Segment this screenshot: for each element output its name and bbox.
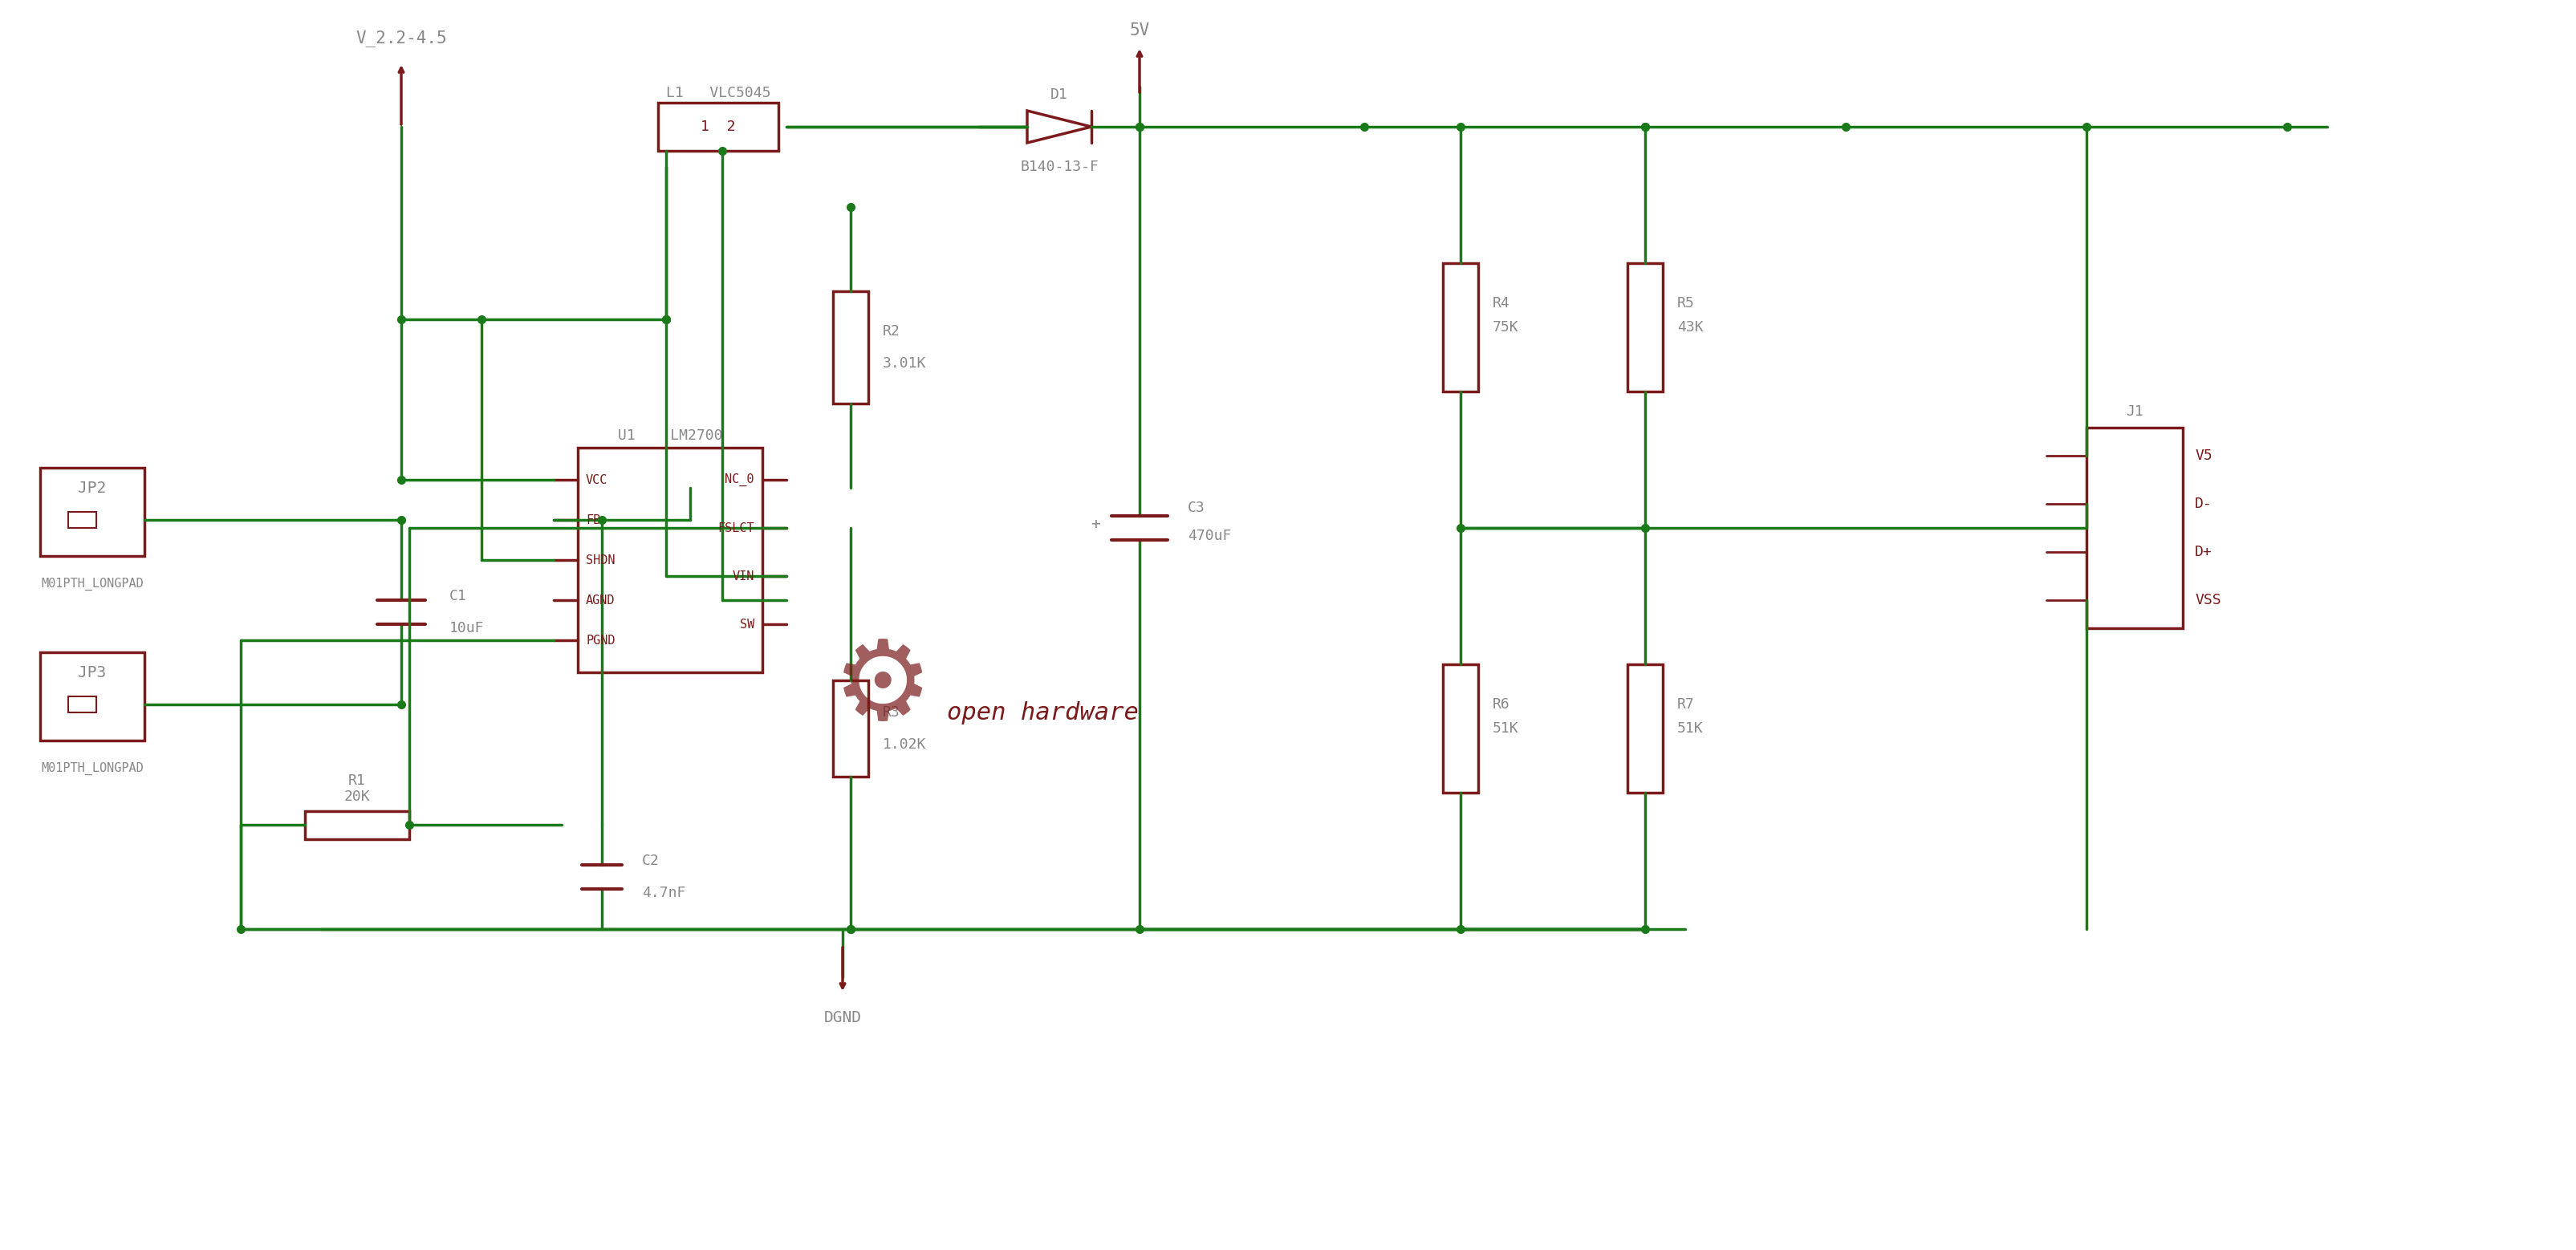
Bar	[832, 291, 868, 404]
Text: R3: R3	[884, 705, 899, 720]
Text: JP2: JP2	[77, 480, 106, 495]
Text: C1: C1	[448, 589, 466, 604]
Bar	[1443, 264, 1479, 391]
Text: VIN: VIN	[732, 570, 755, 582]
Bar	[1443, 664, 1479, 792]
Text: PGND: PGND	[585, 634, 616, 646]
Bar	[41, 653, 144, 740]
Text: 75K: 75K	[1492, 320, 1520, 335]
Bar	[304, 811, 410, 839]
Text: VSS: VSS	[2195, 592, 2221, 608]
Text: 51K: 51K	[1677, 721, 1703, 736]
Text: R2: R2	[884, 324, 899, 339]
Text: R7: R7	[1677, 698, 1695, 711]
Text: 10uF: 10uF	[448, 621, 484, 635]
Text: B140-13-F: B140-13-F	[1020, 160, 1097, 174]
Text: C3: C3	[1188, 501, 1206, 515]
Text: 1  2: 1 2	[701, 120, 737, 134]
Text: FSLCT: FSLCT	[719, 522, 755, 534]
Text: SW: SW	[739, 619, 755, 630]
Text: J1: J1	[2125, 404, 2143, 419]
Bar	[2087, 428, 2182, 629]
Text: V5: V5	[2195, 449, 2213, 463]
Bar	[657, 102, 778, 151]
Text: M01PTH_LONGPAD: M01PTH_LONGPAD	[41, 762, 144, 775]
Text: R4: R4	[1492, 296, 1510, 310]
Text: U1    LM2700: U1 LM2700	[618, 429, 721, 442]
Bar	[67, 696, 95, 712]
Text: 51K: 51K	[1492, 721, 1520, 736]
Text: C2: C2	[641, 854, 659, 868]
Text: NC_0: NC_0	[724, 474, 755, 486]
Text: +: +	[1090, 516, 1100, 531]
Bar	[67, 511, 95, 528]
Bar	[1628, 664, 1662, 792]
Text: FB: FB	[585, 514, 600, 526]
Text: 3.01K: 3.01K	[884, 356, 927, 371]
Text: DGND: DGND	[824, 1010, 860, 1025]
Bar	[832, 680, 868, 776]
Text: R1: R1	[348, 774, 366, 788]
Text: L1   VLC5045: L1 VLC5045	[665, 86, 770, 100]
Text: M01PTH_LONGPAD: M01PTH_LONGPAD	[41, 578, 144, 590]
Text: 43K: 43K	[1677, 320, 1703, 335]
Text: D+: D+	[2195, 545, 2213, 559]
Text: 5V: 5V	[1128, 22, 1149, 39]
Text: JP3: JP3	[77, 665, 106, 680]
Bar	[1628, 264, 1662, 391]
Text: VCC: VCC	[585, 474, 608, 486]
Text: D-: D-	[2195, 496, 2213, 511]
Text: 4.7nF: 4.7nF	[641, 886, 685, 900]
Text: AGND: AGND	[585, 594, 616, 606]
Text: SHDN: SHDN	[585, 554, 616, 566]
Text: R6: R6	[1492, 698, 1510, 711]
Text: open hardware: open hardware	[948, 701, 1139, 724]
Text: 20K: 20K	[345, 790, 371, 804]
Text: R5: R5	[1677, 296, 1695, 310]
Text: D1: D1	[1051, 88, 1069, 103]
Bar	[577, 448, 762, 672]
Text: 470uF: 470uF	[1188, 529, 1231, 544]
Text: V_2.2-4.5: V_2.2-4.5	[355, 30, 446, 48]
Bar	[41, 468, 144, 556]
Text: ⚙: ⚙	[832, 634, 933, 742]
Text: 1.02K: 1.02K	[884, 737, 927, 751]
